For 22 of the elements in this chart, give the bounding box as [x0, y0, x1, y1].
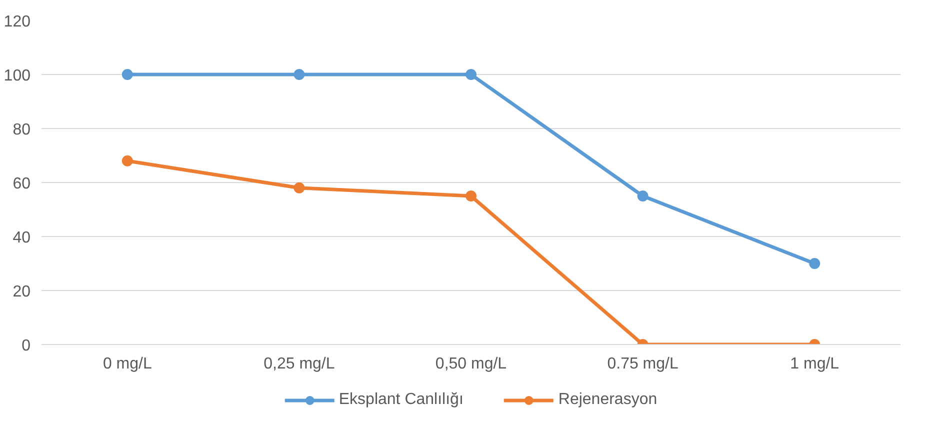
- y-tick-label: 20: [12, 284, 31, 300]
- x-tick-label: 0,50 mg/L: [435, 356, 507, 372]
- x-tick-label: 0 mg/L: [102, 356, 152, 372]
- x-tick-label: 1 mg/L: [790, 356, 840, 372]
- y-tick-label: 100: [4, 68, 31, 84]
- legend-label: Eksplant Canlılığı: [338, 391, 464, 409]
- y-tick-label: 60: [12, 176, 31, 192]
- point: [294, 69, 305, 80]
- point: [122, 69, 133, 80]
- point: [809, 258, 820, 269]
- y-tick-label: 120: [4, 14, 31, 30]
- y-tick-label: 40: [12, 230, 31, 246]
- point: [294, 182, 305, 194]
- x-tick-label: 0,25 mg/L: [264, 356, 335, 372]
- point: [122, 155, 133, 166]
- point: [637, 190, 648, 202]
- y-tick-label: 80: [12, 122, 31, 138]
- x-tick-label: 0.75 mg/L: [607, 356, 678, 372]
- point: [466, 69, 476, 80]
- y-tick-label: 0: [22, 338, 31, 354]
- legend-label: Rejenerasyon: [558, 391, 658, 409]
- point: [466, 190, 476, 202]
